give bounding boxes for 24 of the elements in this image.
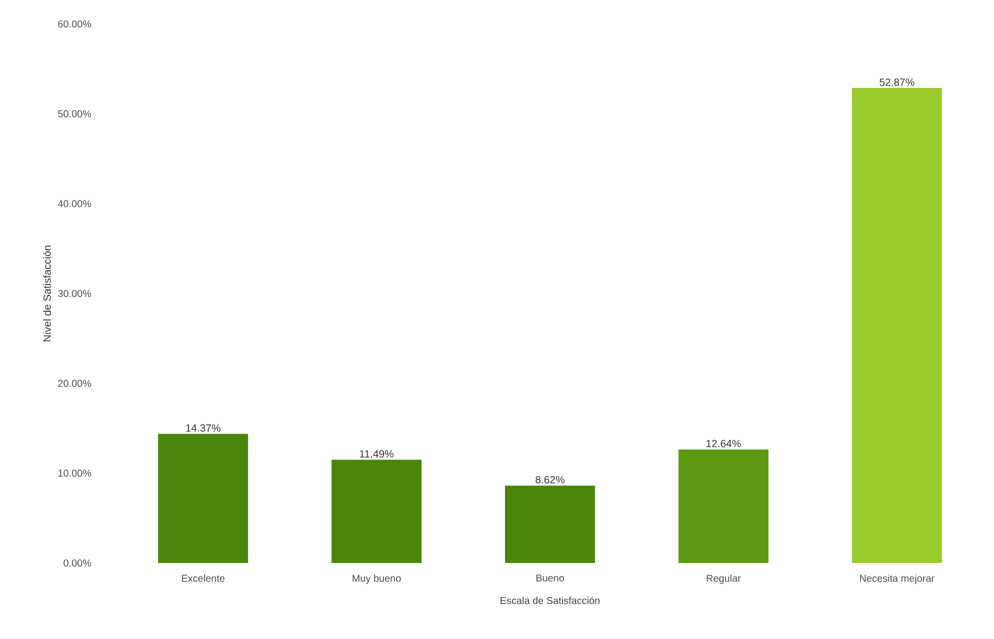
y-tick-label: 20.00% [58,380,92,387]
x-tick-label: Regular [706,574,741,584]
data-label: 52.87% [880,78,914,86]
bar [158,434,248,563]
y-tick-label: 50.00% [58,110,92,118]
y-tick-label: 10.00% [58,470,92,477]
y-tick-label: 60.00% [58,20,92,28]
y-tick-label: 30.00% [58,290,92,298]
data-label: 14.37% [186,424,220,432]
x-tick-label: Necesita mejorar [860,574,934,584]
x-tick-label: Bueno [536,574,564,582]
bar [678,449,768,563]
data-label: 12.64% [706,440,741,448]
bar [505,486,596,563]
x-tick-label: Muy bueno [352,574,401,584]
y-tick-label: 40.00% [58,200,92,208]
bar [332,460,422,563]
data-label: 11.49% [360,450,394,458]
y-axis-title: Nivel de Satisfacción [43,246,51,342]
x-axis-title: Escala de Satisfacción [500,596,600,604]
data-label: 8.62% [536,476,564,484]
x-tick-label: Excelente [182,574,224,582]
y-tick-label: 0.00% [64,559,92,567]
bar [852,88,942,563]
